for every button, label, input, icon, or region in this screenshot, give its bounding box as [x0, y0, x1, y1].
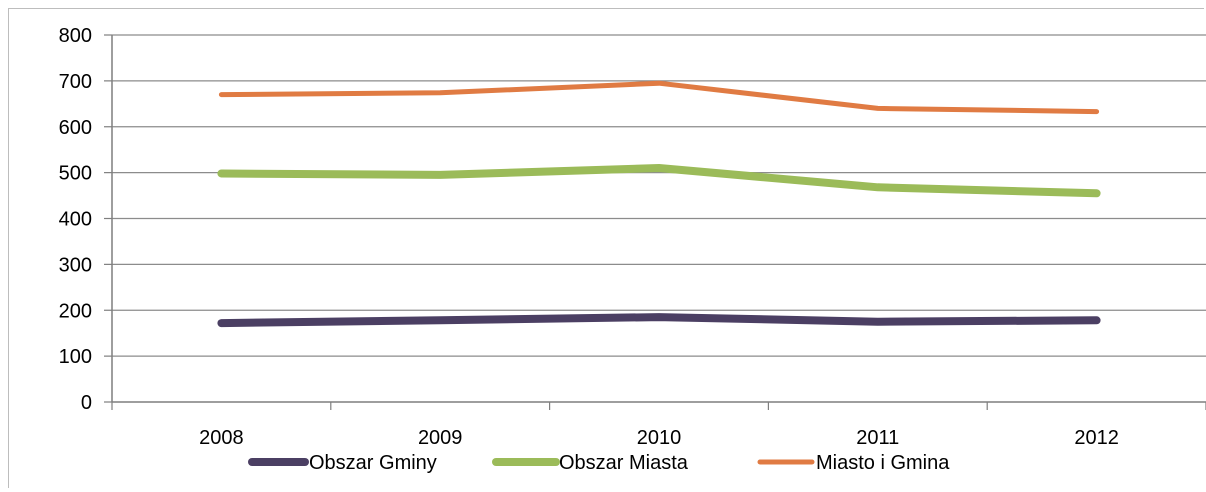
series-line-miasto-i-gmina	[218, 80, 1100, 115]
x-tick-label: 2011	[856, 427, 899, 449]
y-tick-label: 0	[81, 392, 92, 414]
series-lines	[217, 80, 1101, 328]
y-tick-label: 700	[59, 71, 92, 93]
x-tick-label: 2012	[1074, 427, 1119, 449]
x-axis-ticks: 2008 2009 2010 2011 2012	[111, 402, 1206, 449]
y-tick-label: 800	[59, 25, 92, 47]
y-tick-label: 100	[59, 346, 92, 368]
series-line-obszar-gminy	[217, 313, 1101, 328]
x-tick-label: 2008	[199, 427, 244, 449]
x-tick-label: 2010	[637, 427, 682, 449]
legend-label: Miasto i Gmina	[816, 452, 950, 474]
y-tick-label: 400	[59, 209, 92, 231]
series-line-obszar-miasta	[217, 164, 1101, 198]
y-tick-label: 600	[59, 117, 92, 139]
y-tick-label: 200	[59, 300, 92, 322]
legend-label: Obszar Gminy	[309, 452, 437, 474]
legend: Obszar Gminy Obszar Miasta Miasto i Gmina	[248, 452, 950, 474]
chart-frame	[8, 8, 1204, 488]
gridlines	[112, 34, 1206, 357]
x-tick-label: 2009	[418, 427, 463, 449]
legend-label: Obszar Miasta	[559, 452, 689, 474]
y-tick-label: 300	[59, 254, 92, 276]
y-axis-ticks: 0 100 200 300 400 500 600 700 800	[59, 25, 112, 414]
y-tick-label: 500	[59, 163, 92, 185]
